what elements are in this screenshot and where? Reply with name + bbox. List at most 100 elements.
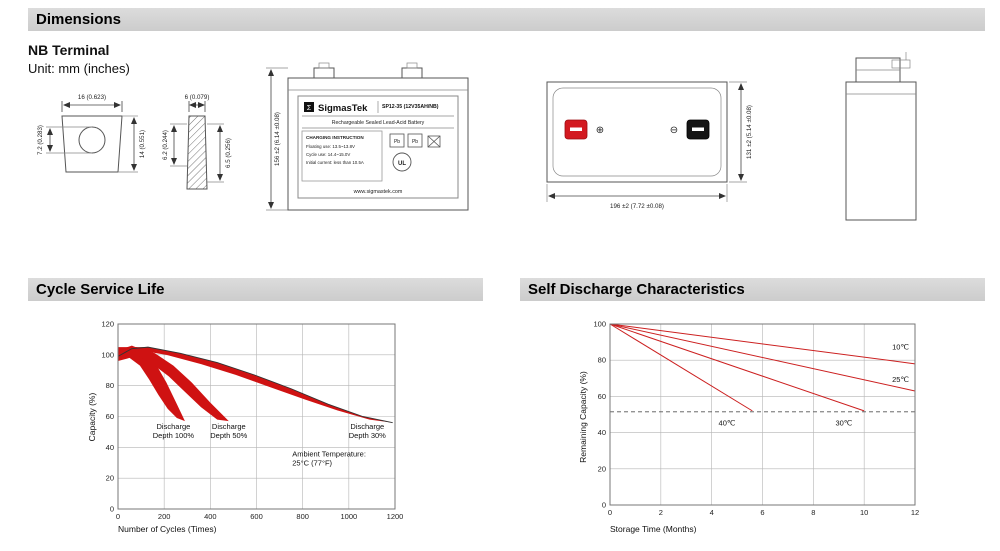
negative-terminal [686,119,710,140]
svg-text:40℃: 40℃ [719,418,736,427]
battery-top-view: ⊕ ⊖ 196 ±2 (7.72 ±0.08) 131 ±2 (5.14 ±0.… [535,72,757,219]
svg-text:0: 0 [602,501,606,510]
side-view-case [845,52,917,221]
terminal-bar [570,127,582,131]
dim-terminal-width: 16 (0.623) [78,94,106,101]
top-view-dim-right: 131 ±2 (5.14 ±0.08) [729,81,753,183]
svg-text:0: 0 [110,505,114,514]
recycle-pb-icon [389,133,405,148]
svg-text:40: 40 [598,428,606,437]
svg-text:20: 20 [106,474,114,483]
svg-text:30℃: 30℃ [835,418,852,427]
svg-text:40: 40 [106,443,114,452]
svg-text:120: 120 [101,320,114,329]
svg-text:100: 100 [101,350,114,359]
svg-text:1000: 1000 [340,512,357,520]
battery-top-svg: ⊕ ⊖ 196 ±2 (7.72 ±0.08) 131 ±2 (5.14 ±0.… [546,81,753,210]
terminal-type-label: NB Terminal [28,42,110,58]
website-text: www.sigmastek.com [353,189,403,195]
svg-text:Ambient Temperature:25°C (77°F: Ambient Temperature: 25°C (77°F) [292,450,366,468]
pb-icon [407,133,423,148]
terminal-bar [692,127,704,131]
battery-type-line: Rechargeable Sealed Lead-Acid Battery [332,120,425,126]
svg-text:600: 600 [250,512,263,520]
brand-logo-icon [304,102,314,112]
svg-text:Pb: Pb [412,139,418,145]
terminal-section-svg: 6 (0.079) 6.2 (0.244) 6.5 (0.256) [162,94,232,190]
self-discharge-ylabel: Remaining Capacity (%) [578,371,588,463]
terminal-front-view: 16 (0.623) 7.2 (0.283) 14 (0.551) [30,92,155,212]
svg-text:0: 0 [608,508,612,517]
charging-line-2: Cycle use: 14.4~15.0V [306,152,350,157]
unit-note: Unit: mm (inches) [28,61,130,76]
self-discharge-title: Self Discharge Characteristics [528,281,745,298]
battery-side-view [828,42,933,237]
terminal-cross-section: 6 (0.079) 6.2 (0.244) 6.5 (0.256) [158,92,238,212]
svg-text:800: 800 [296,512,309,520]
terminal-section-dim-right: 6.5 (0.256) [207,123,232,183]
terminal-section-dim-left: 6.2 (0.244) [162,123,187,167]
positive-terminal [564,119,588,140]
svg-text:12: 12 [911,508,919,517]
certification-icons: Pb Pb UL [389,133,441,172]
dim-terminal-height: 14 (0.551) [139,130,146,158]
svg-text:4: 4 [710,508,714,517]
terminal-front-dim-top: 16 (0.623) [61,94,123,112]
terminal-front-shape [61,115,123,173]
svg-text:20: 20 [598,464,606,473]
battery-front-svg: 156 ±2 (6.14 ±0.08) Σ SigmasTek SP12-35 … [266,62,469,211]
svg-text:8: 8 [811,508,815,517]
svg-text:80: 80 [598,356,606,365]
svg-text:Pb: Pb [394,139,400,145]
brand-name: SigmasTek [318,103,368,114]
dim-top-depth: 131 ±2 (5.14 ±0.08) [746,105,753,159]
svg-text:2: 2 [659,508,663,517]
dim-section-inner: 6.2 (0.244) [162,130,169,160]
svg-text:0: 0 [116,512,120,520]
top-view-dim-bottom: 196 ±2 (7.72 ±0.08) [546,184,728,210]
terminal-front-dim-right: 14 (0.551) [118,115,146,173]
side-terminal-pin [891,59,911,69]
ul-icon: UL [392,152,412,172]
battery-side-svg [845,52,917,221]
section-header-cycle-service-life: Cycle Service Life [28,278,483,301]
charging-line-3: Initial current: less than 10.5A [306,160,364,165]
cycle-chart-xlabel: Number of Cycles (Times) [118,524,217,534]
front-view-dim-left: 156 ±2 (6.14 ±0.08) [266,67,288,211]
minus-symbol-icon: ⊖ [670,125,678,136]
svg-text:60: 60 [598,392,606,401]
self-discharge-chart: Remaining Capacity (%) 0 2 4 6 8 10 12 0 20 40 60 8… [553,312,948,544]
crossed-bin-icon [427,135,441,148]
brand-logo-glyph: Σ [307,105,312,112]
charging-title: CHARGING INSTRUCTION [306,135,364,140]
plus-symbol-icon: ⊕ [596,125,604,136]
svg-text:10℃: 10℃ [892,342,909,351]
cycle-chart-canvas: 0 200 400 600 800 1000 1200 0 20 40 60 80 100 120 Disc… [101,320,403,522]
svg-text:100: 100 [593,320,606,329]
svg-text:60: 60 [106,412,114,421]
battery-front-view: 156 ±2 (6.14 ±0.08) Σ SigmasTek SP12-35 … [262,46,484,233]
svg-text:6: 6 [760,508,764,517]
self-discharge-canvas: 0 2 4 6 8 10 12 0 20 40 60 80 100 10℃ 25℃ 40℃ 30℃ [593,320,919,518]
dimensions-title: Dimensions [36,11,122,28]
front-terminal-left [313,67,335,79]
charging-instruction-box: CHARGING INSTRUCTION Floating use: 13.5~… [301,130,383,182]
dim-top-width: 196 ±2 (7.72 ±0.08) [610,203,664,210]
svg-text:10: 10 [860,508,868,517]
dim-front-height: 156 ±2 (6.14 ±0.08) [274,112,281,166]
section-header-self-discharge: Self Discharge Characteristics [520,278,985,301]
front-terminal-right [401,67,423,79]
svg-text:200: 200 [158,512,171,520]
terminal-section-shape [186,115,208,190]
charging-line-1: Floating use: 13.5~13.8V [306,144,355,149]
terminal-hole [78,126,106,154]
dim-section-width: 6 (0.079) [185,94,210,101]
dim-terminal-hole-height: 7.2 (0.283) [37,125,44,155]
dim-section-outer: 6.5 (0.256) [225,138,232,168]
top-view-case [546,81,728,183]
terminal-section-dim-top: 6 (0.079) [185,94,210,112]
